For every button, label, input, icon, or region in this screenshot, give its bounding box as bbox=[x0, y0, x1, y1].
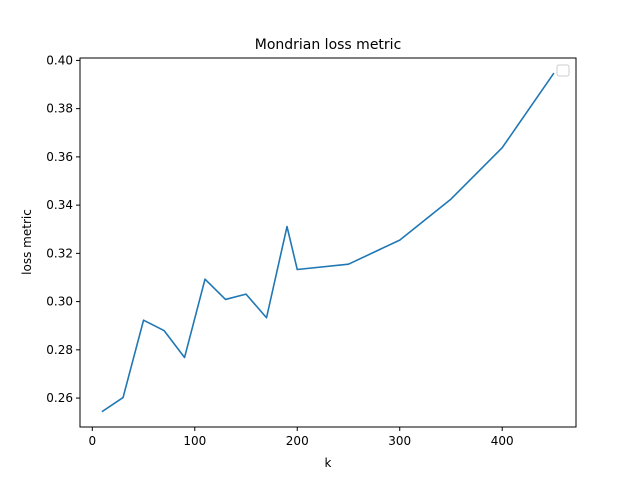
y-axis-ticks: 0.26 0.28 0.30 0.32 0.34 0.36 0.38 0.40 bbox=[46, 53, 80, 405]
plot-frame bbox=[79, 57, 577, 428]
series-line bbox=[101, 72, 555, 413]
x-axis-ticks: 0 100 200 300 400 bbox=[88, 427, 514, 448]
y-tick-label: 0.34 bbox=[46, 198, 73, 212]
y-tick-label: 0.36 bbox=[46, 150, 73, 164]
legend-box bbox=[556, 64, 570, 77]
x-tick-label: 400 bbox=[491, 434, 514, 448]
y-tick-label: 0.32 bbox=[46, 246, 73, 260]
series-layer bbox=[101, 72, 555, 413]
x-tick-label: 100 bbox=[183, 434, 206, 448]
y-tick-label: 0.40 bbox=[46, 53, 73, 67]
y-tick-label: 0.30 bbox=[46, 295, 73, 309]
x-axis-label: k bbox=[325, 456, 332, 470]
chart-title: Mondrian loss metric bbox=[255, 37, 402, 53]
y-axis-label: loss metric bbox=[20, 209, 34, 275]
x-tick-label: 0 bbox=[88, 434, 96, 448]
y-tick-label: 0.38 bbox=[46, 102, 73, 116]
y-tick-label: 0.28 bbox=[46, 343, 73, 357]
x-tick-label: 200 bbox=[286, 434, 309, 448]
y-tick-label: 0.26 bbox=[46, 391, 73, 405]
x-tick-label: 300 bbox=[388, 434, 411, 448]
